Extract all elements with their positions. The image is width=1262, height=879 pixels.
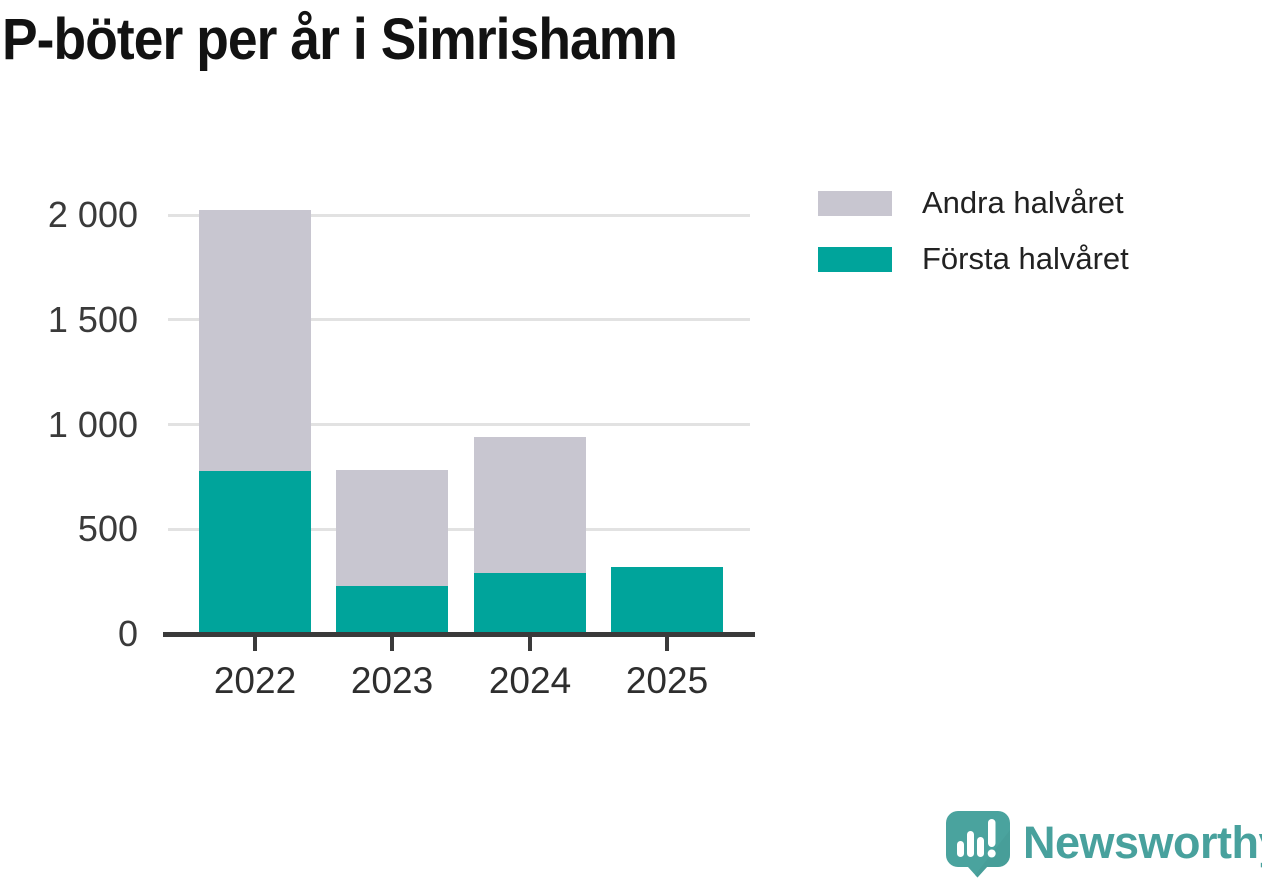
x-tick-2024 — [528, 635, 532, 651]
bar-segment-andra-2023 — [336, 470, 448, 586]
y-axis-label: 1 500 — [47, 299, 138, 340]
legend-label-forsta-halvaret: Första halvåret — [922, 241, 1129, 276]
bar-segment-forsta-2022 — [199, 471, 311, 634]
gridline-1500 — [168, 318, 750, 321]
x-axis-label: 2025 — [625, 660, 709, 701]
bar-segment-andra-2024 — [474, 437, 586, 573]
newsworthy-brand: Newsworthy — [945, 810, 1262, 878]
x-axis-line — [163, 632, 755, 637]
brand-wordmark: Newsworthy — [1023, 817, 1262, 868]
bar-segment-andra-2022 — [199, 210, 311, 471]
x-tick-2025 — [665, 635, 669, 651]
chart-legend: Andra halvåret Första halvåret — [818, 177, 1129, 289]
gridline-500 — [168, 528, 750, 531]
legend-label-andra-halvaret: Andra halvåret — [922, 185, 1124, 220]
x-tick-2022 — [253, 635, 257, 651]
y-axis-label: 0 — [117, 613, 138, 654]
x-axis-label: 2022 — [213, 660, 297, 701]
x-axis-label: 2023 — [350, 660, 434, 701]
bar-segment-forsta-2024 — [474, 573, 586, 634]
chart-title: P-böter per år i Simrishamn — [2, 7, 678, 72]
speech-bubble-bar-chart-icon — [946, 811, 1010, 878]
x-axis-label: 2024 — [488, 660, 572, 701]
y-axis-label: 500 — [77, 508, 138, 549]
x-tick-2023 — [390, 635, 394, 651]
bar-segment-forsta-2025 — [611, 567, 723, 634]
legend-item-andra-halvaret: Andra halvåret — [818, 177, 1129, 229]
bar-segment-forsta-2023 — [336, 586, 448, 634]
legend-item-forsta-halvaret: Första halvåret — [818, 233, 1129, 285]
y-axis-label: 1 000 — [47, 404, 138, 445]
y-axis-label: 2 000 — [47, 194, 138, 235]
legend-swatch-forsta-halvaret — [818, 246, 892, 272]
gridline-2000 — [168, 214, 750, 217]
gridline-1000 — [168, 423, 750, 426]
legend-swatch-andra-halvaret — [818, 190, 892, 216]
